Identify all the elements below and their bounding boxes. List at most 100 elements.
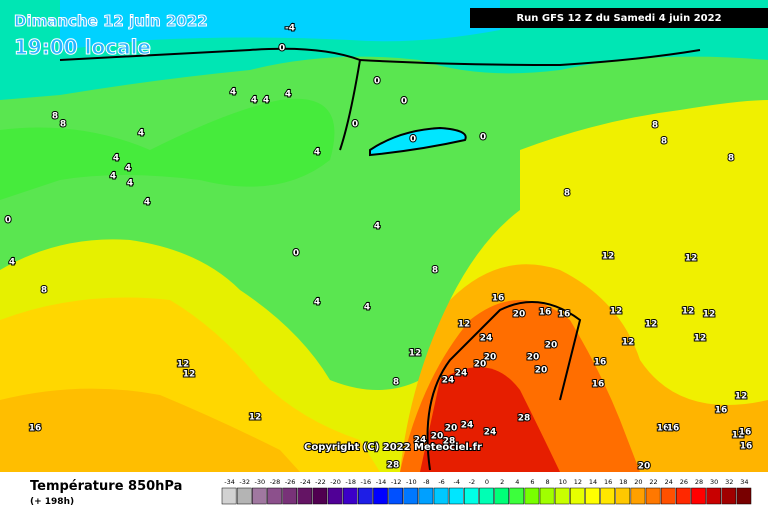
color-swatch	[418, 487, 434, 505]
contour-label: 16	[558, 310, 571, 320]
contour-label: 8	[41, 286, 47, 296]
contour-label: 0	[401, 97, 407, 107]
contour-label: 24	[442, 376, 455, 386]
contour-label: 20	[513, 310, 526, 320]
colorbar-label: 0	[485, 478, 489, 486]
contour-label: 4	[285, 90, 291, 100]
color-swatch	[494, 487, 509, 505]
color-swatch	[721, 487, 737, 505]
colorbar-label: 10	[559, 478, 567, 486]
contour-label: 4	[263, 96, 269, 106]
contour-label: 12	[177, 360, 190, 370]
colorbar-label: 20	[634, 478, 642, 486]
contour-label: 12	[703, 310, 716, 320]
color-swatch	[615, 487, 631, 505]
color-swatch	[676, 487, 691, 505]
colorbar-label: 26	[680, 478, 688, 486]
contour-label: 20	[474, 360, 487, 370]
colorbar-label: 28	[695, 478, 703, 486]
color-swatch	[433, 487, 449, 505]
contour-label: 20	[535, 366, 548, 376]
colorbar-label: -12	[391, 478, 402, 486]
twenty-isotherm	[426, 301, 582, 471]
contour-label: 20	[484, 353, 497, 363]
color-swatch	[267, 487, 282, 505]
color-swatch	[448, 487, 464, 505]
color-swatch	[297, 487, 313, 505]
color-swatch	[221, 487, 237, 505]
contour-label: 0	[410, 135, 416, 145]
contour-label: 16	[594, 358, 607, 368]
color-swatch	[388, 487, 403, 505]
colorbar-label: -14	[376, 478, 387, 486]
forecast-date: Dimanche 12 juin 2022	[14, 12, 208, 30]
color-swatch	[282, 487, 297, 505]
contour-label: 8	[661, 137, 667, 147]
color-swatch	[524, 487, 540, 505]
contour-label: 4	[125, 164, 131, 174]
zero-isotherm	[59, 47, 701, 151]
warm-core	[0, 388, 300, 472]
color-swatch	[645, 487, 661, 505]
color-swatch	[327, 487, 343, 505]
colorbar-label: 16	[604, 478, 612, 486]
copyright: Copyright (C) 2022 Meteociel.fr	[304, 442, 482, 453]
color-swatch	[373, 487, 388, 505]
colorbar-label: -32	[239, 478, 250, 486]
colorbar-label: 12	[574, 478, 582, 486]
contour-label: 4	[110, 172, 116, 182]
color-swatch	[403, 487, 419, 505]
cold-pocket	[369, 126, 467, 157]
colorbar-label: 14	[589, 478, 597, 486]
run-info: Run GFS 12 Z du Samedi 4 juin 2022	[516, 13, 721, 24]
color-swatch	[464, 487, 479, 505]
color-swatch	[358, 487, 373, 505]
color-swatch	[479, 487, 494, 505]
contour-label: 20	[445, 424, 458, 434]
color-swatch	[236, 487, 252, 505]
color-swatch	[706, 487, 721, 505]
contour-label: -4	[285, 24, 295, 34]
cold-core	[60, 0, 500, 50]
contour-label: 16	[29, 424, 42, 434]
contour-label: 24	[414, 436, 427, 446]
colorbar-label: -18	[345, 478, 356, 486]
contour-label: 12	[622, 338, 635, 348]
colorbar-label: -10	[406, 478, 417, 486]
color-swatch	[691, 487, 706, 505]
contour-label: 20	[638, 462, 651, 472]
run-box	[470, 8, 768, 28]
contour-label: 0	[279, 44, 285, 54]
contour-label: 12	[458, 320, 471, 330]
colorbar-label: -30	[255, 478, 266, 486]
colorbar-label: -6	[438, 478, 444, 486]
contour-label: 12	[685, 254, 698, 264]
contour-label: 0	[293, 249, 299, 259]
contour-label: 4	[113, 154, 119, 164]
contour-label: 0	[480, 133, 486, 143]
colorbar-label: 2	[500, 478, 504, 486]
colorbar-label: -28	[270, 478, 281, 486]
hot-core	[420, 367, 560, 472]
colorbar-label: -22	[315, 478, 326, 486]
color-swatch	[312, 487, 328, 505]
contour-label: 12	[610, 307, 623, 317]
contour-label: 4	[374, 222, 380, 232]
contour-label: 4	[138, 129, 144, 139]
contour-label: 8	[728, 154, 734, 164]
contour-label: 28	[518, 414, 531, 424]
color-swatch	[585, 487, 600, 505]
contour-label: 16	[740, 442, 753, 452]
contour-label: 12	[735, 392, 748, 402]
colorbar-label: 34	[740, 478, 748, 486]
contour-label: 8	[60, 120, 66, 130]
color-swatch	[509, 487, 525, 505]
colorbar-label: -2	[469, 478, 475, 486]
colorbar-label: -26	[285, 478, 296, 486]
contour-label: 8	[393, 378, 399, 388]
color-swatch	[736, 487, 752, 505]
contour-label: 12	[183, 370, 196, 380]
colorbar-label: 18	[619, 478, 627, 486]
contour-label: 0	[5, 216, 11, 226]
